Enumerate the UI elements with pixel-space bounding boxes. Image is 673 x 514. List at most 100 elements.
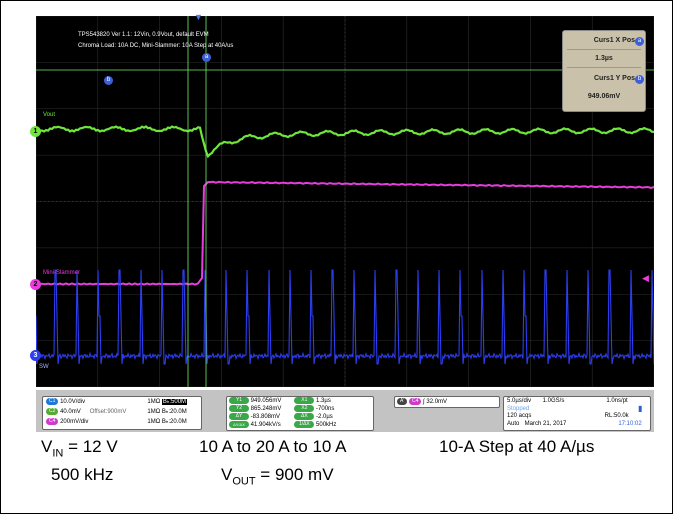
channel-scale: 200mV/div (60, 419, 89, 426)
timebase-row-1: 5.0µs/div 1.0GS/s 1.0ns/pt (507, 398, 628, 404)
trigger-settings-box[interactable]: A' C4 ∫ 32.0mV (394, 396, 500, 408)
channel-row-3[interactable]: C4 200mV/div 1MΩ Bₕ:20.0M (46, 418, 187, 425)
channel-bandwidth: Bₕ:20.0M (161, 419, 187, 426)
cursor-measurements-box[interactable]: Y1 949.056mV X1 1.3µs Y2 865.248mV X2 -7… (226, 396, 374, 431)
vout-trace (36, 125, 654, 159)
cursor-b-marker[interactable]: b (104, 76, 113, 85)
channel-row-2[interactable]: C2 40.0mV Offset:900mV 1MΩ Bₕ:20.0M (46, 408, 187, 415)
channel-offset: Offset:900mV (89, 409, 127, 416)
ch4-ground-marker[interactable]: 2 (30, 279, 41, 290)
caption-vout: VOUT = 900 mV (221, 465, 334, 487)
measurement-badge: ΔY/ΔX (229, 421, 249, 428)
cursor-a-marker[interactable]: a (202, 53, 211, 62)
caption-vout-value: = 900 mV (255, 465, 334, 484)
waveform-plot (36, 16, 654, 387)
run-stop-icon[interactable]: ▮ (638, 404, 643, 413)
measurement-x-badge: 1/ΔX (294, 421, 315, 428)
channel-row-1[interactable]: C1 10.0V/div 1MΩ Bₕ:500M (46, 398, 188, 406)
timebase-row-4: Auto March 21, 2017 17:10:02 (507, 421, 642, 427)
acquisition-count: 120 acqs (507, 413, 532, 419)
timebase-row-2: Stopped (507, 406, 529, 412)
vout-label: Vout (43, 112, 56, 118)
trigger-mode: Auto (507, 421, 520, 427)
measurement-x-badge: X1 (294, 397, 315, 404)
scope-header: TPS543820 Ver 1.1: 12Vin, 0.9Vout, defau… (78, 30, 233, 52)
measurement-row-3: ΔY -83.808mV ΔX -2.0µs (229, 413, 333, 420)
sample-rate: 1.0GS/s (542, 398, 565, 404)
ch2-ground-marker[interactable]: 1 (30, 126, 41, 137)
trigger-mode-badge: A' (397, 398, 408, 405)
trigger-channel-badge: C4 (408, 398, 422, 405)
ch1-ground-marker[interactable]: 3 (30, 350, 41, 361)
caption-vout-symbol: V (221, 465, 233, 484)
channel-scale: 10.0V/div (60, 399, 86, 406)
acquisition-status: Stopped (507, 406, 530, 412)
channel-settings-box[interactable]: C1 10.0V/div 1MΩ Bₕ:500M C2 40.0mV Offse… (42, 396, 202, 430)
caption-vin-value: = 12 V (63, 437, 118, 456)
cursor-y-badge: b (635, 75, 644, 84)
caption-frequency: 500 kHz (51, 465, 114, 484)
channel-bandwidth: Bₕ:500M (161, 399, 188, 406)
capture-time: 17:10:02 (618, 421, 642, 427)
trigger-slope-icon: ∫ (423, 399, 425, 406)
measurement-row-2: Y2 865.248mV X2 -700ns (229, 405, 334, 412)
channel-impedance: 1MΩ (147, 399, 161, 406)
channel-impedance: 1MΩ (147, 419, 161, 426)
trigger-row: A' C4 ∫ 32.0mV (397, 398, 447, 405)
measurement-value: 865.248mV (250, 406, 282, 413)
channel-badge: C1 (46, 398, 59, 405)
channel-bandwidth: Bₕ:20.0M (161, 409, 187, 416)
caption-step: 10 A to 20 A to 10 A (199, 437, 347, 456)
trigger-position-icon[interactable]: ▼ (194, 12, 203, 22)
cursor-readout-panel: Curs1 X Pos a 1.3µs Curs1 Y Pos b 949.06… (562, 30, 646, 112)
measurement-badge: ΔY (229, 413, 249, 420)
measurement-value: 949.056mV (250, 398, 282, 405)
trigger-level: 32.0mV (426, 399, 448, 406)
graticule (36, 16, 654, 387)
channel-badge: C4 (46, 418, 59, 425)
channel-scale: 40.0mV (60, 409, 81, 416)
capture-date: March 21, 2017 (524, 421, 567, 427)
channel-badge: C2 (46, 408, 59, 415)
cursor-x-title: Curs1 X Pos (593, 37, 635, 44)
measurement-x-value: 500kHz (316, 422, 337, 429)
measurement-x-badge: ΔX (294, 413, 315, 420)
header-line-1: TPS543820 Ver 1.1: 12Vin, 0.9Vout, defau… (78, 32, 209, 38)
caption-vin-subscript: IN (52, 447, 64, 460)
record-length: RL:50.0k (604, 413, 629, 419)
cursor-x-value: 1.3µs (595, 55, 613, 62)
divider (567, 67, 641, 68)
oscilloscope-display: TPS543820 Ver 1.1: 12Vin, 0.9Vout, defau… (30, 12, 654, 387)
measurement-badge: Y2 (229, 405, 249, 412)
status-bar: C1 10.0V/div 1MΩ Bₕ:500M C2 40.0mV Offse… (36, 390, 654, 432)
measurement-value: 41.904kV/s (250, 422, 281, 429)
mini-slammer-label: Mini-Slammer (43, 270, 81, 276)
sw-label: SW (39, 364, 49, 370)
caption-slew: 10-A Step at 40 A/µs (439, 437, 595, 456)
caption-vin: VIN = 12 V (41, 437, 118, 459)
caption-vin-symbol: V (41, 437, 53, 456)
measurement-row-4: ΔY/ΔX 41.904kV/s 1/ΔX 500kHz (229, 421, 336, 428)
cursor-x-badge: a (635, 37, 644, 46)
measurement-x-value: -2.0µs (316, 414, 333, 421)
measurement-value: -83.808mV (250, 414, 281, 421)
measurement-x-value: 1.3µs (316, 398, 331, 405)
measurement-row-1: Y1 949.056mV X1 1.3µs (229, 397, 331, 404)
resolution: 1.0ns/pt (606, 398, 628, 404)
header-line-2: Chroma Load: 10A DC, Mini-Slammer: 10A S… (78, 43, 234, 49)
mini-slammer-trace (36, 180, 654, 286)
channel-impedance: 1MΩ (147, 409, 161, 416)
measurement-badge: Y1 (229, 397, 249, 404)
sw-trace (36, 269, 654, 365)
divider (567, 49, 641, 50)
cursor-y-title: Curs1 Y Pos (594, 75, 635, 82)
timebase-row-3: 120 acqs RL:50.0k (507, 413, 629, 419)
cursor-y-value: 949.06mV (587, 93, 621, 100)
caption-vout-subscript: OUT (232, 475, 256, 488)
trigger-level-arrow-icon[interactable]: ◀ (642, 273, 649, 283)
measurement-x-value: -700ns (316, 406, 335, 413)
timebase-box[interactable]: 5.0µs/div 1.0GS/s 1.0ns/pt Stopped ▮ 120… (503, 396, 651, 431)
time-per-div: 5.0µs/div (507, 398, 532, 404)
measurement-x-badge: X2 (294, 405, 315, 412)
